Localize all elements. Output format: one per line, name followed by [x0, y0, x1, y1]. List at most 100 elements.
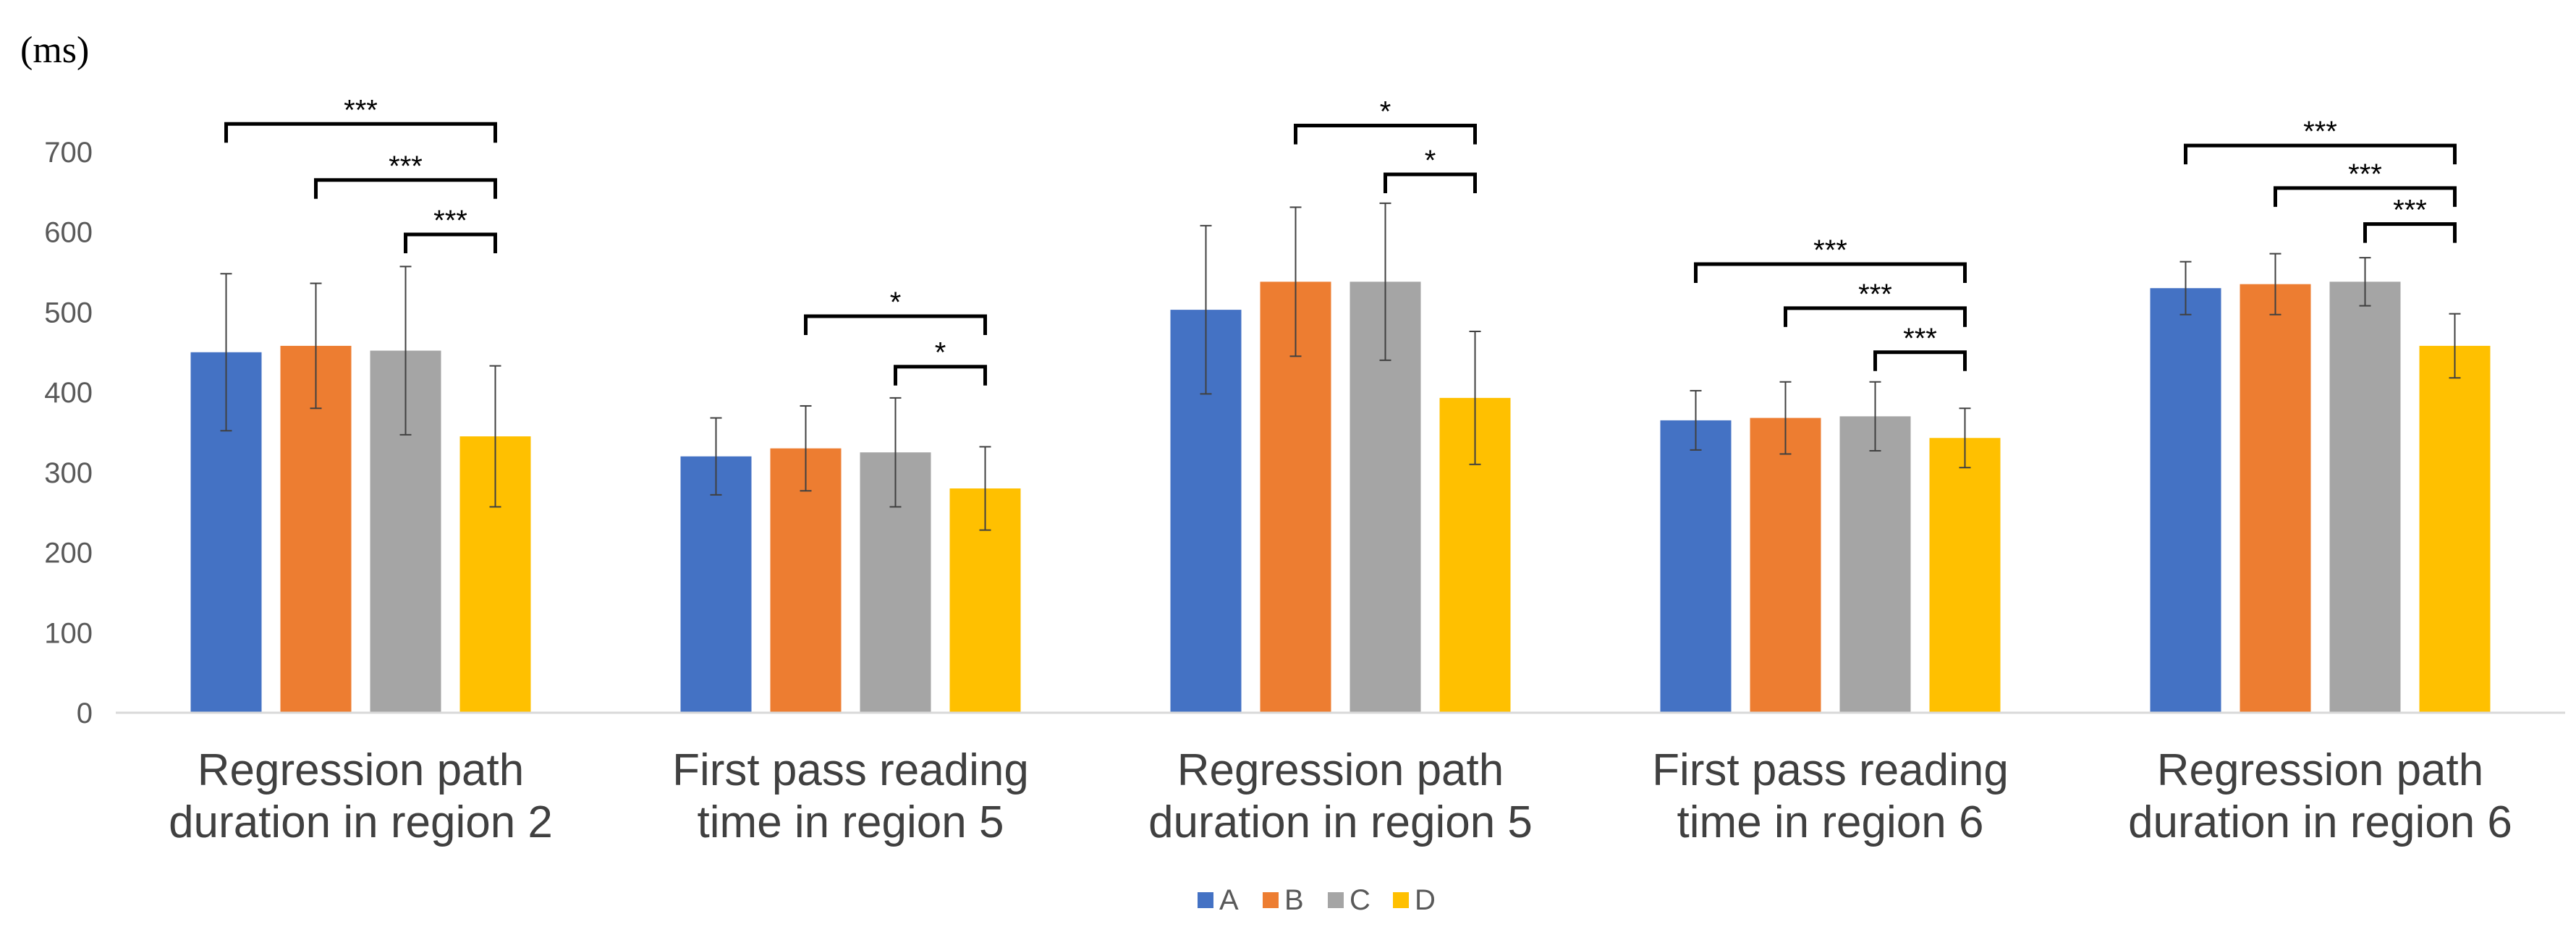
- error-bar-D-1: [979, 446, 991, 531]
- significance-label: ***: [1858, 279, 1892, 310]
- significance-bracket: *: [894, 337, 987, 386]
- bracket-line: [804, 314, 987, 335]
- error-bar-B-1: [800, 404, 812, 492]
- x-category-label: Regression path: [198, 745, 525, 795]
- y-axis-ticks: 0 100 200 300 400 500 600 700: [44, 137, 93, 729]
- significance-bracket: ***: [404, 205, 497, 254]
- significance-bracket: ***: [2363, 195, 2457, 243]
- significance-label: ***: [2348, 158, 2382, 190]
- bracket-line: [2184, 143, 2457, 165]
- legend-item-B: B: [1263, 884, 1304, 916]
- error-bar-A-0: [220, 273, 232, 432]
- error-bar-C-1: [889, 397, 902, 508]
- error-bar-C-4: [2359, 257, 2371, 307]
- legend-swatch: [1328, 892, 1344, 908]
- significance-label: *: [1425, 145, 1436, 177]
- bar-C-4: [2329, 281, 2401, 713]
- significance-bracket: *: [804, 287, 987, 335]
- legend-label: B: [1284, 884, 1304, 916]
- legend-swatch: [1393, 892, 1409, 908]
- significance-bracket: *: [1294, 96, 1477, 145]
- y-tick-label: 100: [44, 617, 93, 649]
- significance-bracket: ***: [314, 151, 497, 199]
- x-category-label: duration in region 2: [169, 797, 553, 847]
- significance-label: ***: [344, 94, 378, 126]
- x-category-label: time in region 6: [1677, 797, 1984, 847]
- legend-label: D: [1415, 884, 1436, 916]
- x-category-label: Regression path: [1177, 745, 1504, 795]
- legend: A B C D: [1198, 884, 1436, 916]
- error-bar-A-1: [710, 417, 722, 496]
- legend-item-C: C: [1328, 884, 1370, 916]
- y-tick-label: 400: [44, 377, 93, 409]
- y-tick-label: 200: [44, 538, 93, 569]
- x-category-label: First pass reading: [672, 745, 1029, 795]
- error-bar-D-4: [2449, 313, 2461, 379]
- significance-bracket: ***: [1694, 234, 1967, 283]
- bar-D-4: [2419, 345, 2491, 713]
- significance-label: ***: [433, 205, 467, 237]
- bar-B-3: [1750, 418, 1821, 713]
- bracket-line: [1784, 306, 1967, 327]
- significance-label: ***: [389, 151, 423, 182]
- error-bar-A-2: [1200, 224, 1212, 395]
- significance-bracket: ***: [224, 94, 497, 143]
- bar-C-3: [1839, 416, 1911, 713]
- error-bar-B-2: [1289, 206, 1302, 357]
- bracket-line: [2274, 186, 2457, 207]
- error-bar-C-0: [399, 266, 412, 436]
- bar-D-3: [1929, 438, 2001, 713]
- error-bar-D-0: [489, 365, 501, 508]
- significance-bracket: ***: [1873, 323, 1967, 371]
- x-category-label: Regression path: [2157, 745, 2484, 795]
- bar-A-3: [1660, 420, 1732, 713]
- x-category-label: duration in region 6: [2128, 797, 2512, 847]
- y-tick-label: 0: [77, 698, 93, 729]
- x-category-label: First pass reading: [1652, 745, 2009, 795]
- bar-B-4: [2240, 284, 2311, 713]
- error-bar-A-3: [1690, 389, 1702, 451]
- significance-label: ***: [2393, 195, 2427, 226]
- significance-bracket: ***: [1784, 279, 1967, 327]
- y-tick-label: 300: [44, 457, 93, 489]
- bar-B-1: [770, 448, 842, 713]
- error-bar-D-3: [1959, 407, 1971, 469]
- y-tick-label: 700: [44, 137, 93, 169]
- bracket-line: [1294, 123, 1477, 145]
- legend-item-A: A: [1198, 884, 1239, 916]
- legend-swatch: [1198, 892, 1213, 908]
- error-bar-B-3: [1779, 381, 1792, 455]
- legend-label: C: [1350, 884, 1370, 916]
- legend-label: A: [1219, 884, 1239, 916]
- significance-label: *: [1380, 96, 1391, 127]
- legend-item-D: D: [1393, 884, 1436, 916]
- error-bar-B-4: [2269, 253, 2281, 315]
- significance-label: *: [890, 287, 902, 318]
- x-category-label: time in region 5: [698, 797, 1004, 847]
- significance-bracket: *: [1384, 145, 1477, 193]
- error-bar-D-2: [1469, 331, 1481, 465]
- significance-label: ***: [1813, 234, 1847, 266]
- bracket-line: [314, 178, 497, 199]
- bracket-line: [894, 365, 987, 386]
- significance-bracket: ***: [2274, 158, 2457, 207]
- significance-bracket: ***: [2184, 116, 2457, 165]
- bracket-line: [2363, 222, 2457, 243]
- y-axis-unit-label: (ms): [20, 30, 89, 71]
- significance-label: *: [935, 337, 946, 369]
- y-tick-label: 600: [44, 217, 93, 249]
- error-bars: [220, 202, 2461, 531]
- significance-brackets: *******************************: [224, 94, 2457, 386]
- bar-A-4: [2150, 288, 2221, 713]
- bracket-line: [224, 122, 497, 143]
- bracket-line: [1384, 172, 1477, 193]
- legend-swatch: [1263, 892, 1279, 908]
- error-bar-A-4: [2179, 260, 2192, 315]
- bracket-line: [1873, 350, 1967, 371]
- significance-label: ***: [2303, 116, 2337, 148]
- error-bar-C-3: [1869, 381, 1881, 452]
- significance-label: ***: [1903, 323, 1937, 355]
- error-bar-C-2: [1379, 202, 1391, 361]
